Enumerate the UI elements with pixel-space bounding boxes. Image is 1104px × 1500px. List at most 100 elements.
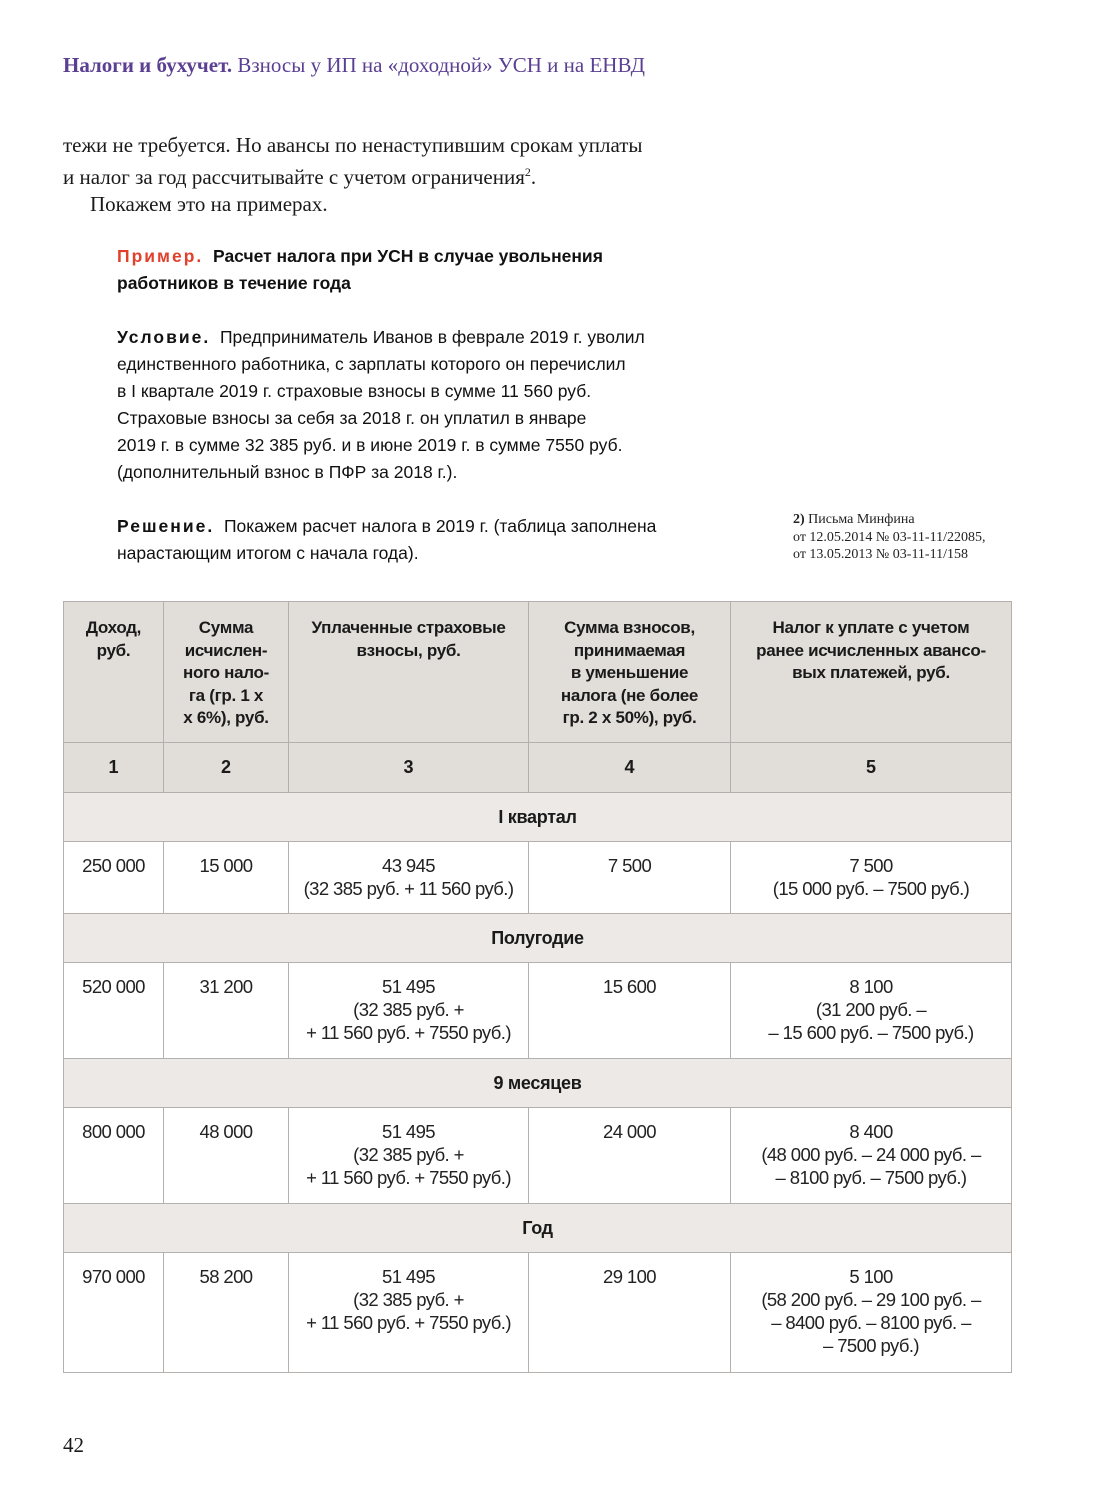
cell-line: 8 400 (849, 1121, 893, 1142)
cell-line: 51 495 (382, 976, 436, 997)
footnote-line: от 12.05.2014 № 03-11-11/22085, (793, 529, 986, 545)
solution-line: нарастающим итогом с начала года). (117, 543, 419, 563)
tax-calculation-table: Доход, руб. Сумма исчислен-ного нало-га (гр… (63, 601, 1012, 1373)
table-cell: 5 100 (58 200 руб. – 29 100 руб. – – 8400 … (730, 1252, 1012, 1373)
period-title: I квартал (63, 792, 1012, 842)
cell-line: налога (не более (560, 685, 699, 705)
condition-label: Условие. (117, 327, 211, 347)
condition-line: (дополнительный взнос в ПФР за 2018 г.). (117, 462, 458, 482)
cell-line: х 6%), руб. (183, 708, 269, 727)
table-cell: 31 200 (163, 962, 289, 1059)
column-header: Уплаченные страховые взносы, руб. (288, 601, 529, 743)
cell-line: 7 500 (607, 855, 652, 876)
table-cell: 43 945 (32 385 руб. + 11 560 руб.) (288, 841, 529, 914)
cell-line: 29 100 (603, 1266, 657, 1287)
cell-line: 520 000 (82, 976, 145, 997)
condition-line: Страховые взносы за себя за 2018 г. он у… (117, 408, 587, 428)
cell-line: + 11 560 руб. + 7550 руб.) (306, 1022, 511, 1043)
cell-line: вых платежей, руб. (792, 663, 950, 682)
column-number: 4 (528, 742, 731, 793)
footnote-number: 2) (793, 512, 805, 527)
cell-line: ранее исчисленных авансо- (756, 640, 986, 660)
column-header: Сумма исчислен-ного нало-га (гр. 1 х х 6%)… (163, 601, 289, 743)
body-line: и налог за год рассчитывайте с учетом ог… (63, 159, 643, 191)
body-line: тежи не требуется. Но авансы по ненаступ… (63, 133, 643, 157)
cell-line: – 15 600 руб. – 7500 руб.) (768, 1022, 974, 1043)
column-number: 1 (63, 742, 164, 793)
cell-line: 31 200 (199, 976, 254, 997)
cell-line: руб. (96, 640, 131, 660)
column-header: Налог к уплате с учетом ранее исчисленных… (730, 601, 1012, 743)
period-title: 9 месяцев (63, 1058, 1012, 1108)
cell-line: 51 495 (382, 1121, 436, 1142)
cell-line: 48 000 (199, 1121, 254, 1142)
cell-line: 24 000 (603, 1121, 657, 1142)
cell-line: 51 495 (382, 1266, 436, 1287)
cell-line: ного нало- (183, 663, 269, 682)
table-cell: 29 100 (528, 1252, 731, 1373)
running-header-section: Налоги и бухучет. (63, 53, 233, 77)
column-header: Доход, руб. (63, 601, 164, 743)
cell-line: + 11 560 руб. + 7550 руб.) (306, 1312, 511, 1333)
cell-line: (48 000 руб. – 24 000 руб. – (761, 1144, 981, 1165)
table-cell: 970 000 (63, 1252, 164, 1373)
table-cell: 51 495 (32 385 руб. + + 11 560 руб. + 7550… (288, 962, 529, 1059)
table-cell: 520 000 (63, 962, 164, 1059)
table-cell: 250 000 (63, 841, 164, 914)
cell-line: (31 200 руб. – (815, 999, 927, 1020)
column-number: 5 (730, 742, 1012, 793)
cell-line: – 8400 руб. – 8100 руб. – (771, 1312, 971, 1333)
footnote: 2) Письма Минфина от 12.05.2014 № 03-11-… (793, 511, 985, 564)
example-title: Пример. Расчет налога при УСН в случае у… (117, 243, 677, 297)
cell-line: (32 385 руб. + (353, 1289, 464, 1310)
cell-line: гр. 2 х 50%), руб. (562, 708, 697, 727)
cell-line: Сумма взносов, (564, 618, 695, 637)
cell-line: (32 385 руб. + (353, 1144, 464, 1165)
cell-line: га (гр. 1 х (188, 685, 264, 705)
cell-line: Сумма (198, 618, 254, 637)
body-line: Покажем это на примерах. (90, 192, 328, 216)
condition-line: в I квартале 2019 г. страховые взносы в … (117, 381, 592, 401)
solution-label: Решение. (117, 516, 215, 536)
table-cell: 15 600 (528, 962, 731, 1059)
example-heading: Расчет налога при УСН в случае увольнени… (117, 246, 603, 293)
table-cell: 7 500 (15 000 руб. – 7500 руб.) (730, 841, 1012, 914)
table-cell: 15 000 (163, 841, 289, 914)
period-row: Полугодие (63, 913, 1012, 963)
cell-line: – 7500 руб.) (823, 1335, 920, 1356)
cell-line: 8 100 (849, 976, 893, 997)
cell-line: в уменьшение (570, 663, 689, 682)
cell-line: 7 500 (849, 855, 893, 876)
table-header-row: Доход, руб. Сумма исчислен-ного нало-га (гр… (63, 601, 1012, 743)
page-number: 42 (63, 1433, 84, 1457)
condition-line: единственного работника, с зарплаты кото… (117, 354, 626, 374)
table-cell: 7 500 (528, 841, 731, 914)
cell-line: 800 000 (82, 1121, 145, 1142)
cell-line: 58 200 (199, 1266, 254, 1287)
table-row: 520 000 31 200 51 495 (32 385 руб. + + 11 56… (63, 962, 1012, 1059)
footnote-line: от 13.05.2013 № 03-11-11/158 (793, 547, 968, 562)
period-title: Полугодие (63, 913, 1012, 963)
cell-line: (32 385 руб. + (353, 999, 464, 1020)
cell-line: Налог к уплате с учетом (772, 618, 970, 637)
cell-line: Уплаченные страховые (311, 618, 506, 637)
example-label: Пример. (117, 246, 204, 266)
column-header: Сумма взносов, принимаемая в уменьшение нал… (528, 601, 731, 743)
condition-line: 2019 г. в сумме 32 385 руб. и в июне 201… (117, 435, 623, 455)
table-cell: 8 400 (48 000 руб. – 24 000 руб. – – 8100 … (730, 1107, 1012, 1204)
table-row: 970 000 58 200 51 495 (32 385 руб. + + 11 56… (63, 1252, 1012, 1373)
cell-line: взносы, руб. (356, 640, 461, 660)
cell-line: 43 945 (382, 855, 436, 876)
cell-line: 15 600 (603, 976, 657, 997)
period-row: Год (63, 1203, 1012, 1253)
table-cell: 800 000 (63, 1107, 164, 1204)
footnote-ref[interactable]: 2 (524, 165, 531, 179)
table-cell: 51 495 (32 385 руб. + + 11 560 руб. + 7550… (288, 1107, 529, 1204)
cell-line: 5 100 (849, 1266, 893, 1287)
example-solution: Решение. Покажем расчет налога в 2019 г.… (117, 513, 656, 567)
cell-line: исчислен- (184, 640, 268, 660)
footnote-line: Письма Минфина (808, 512, 915, 527)
table-cell: 24 000 (528, 1107, 731, 1204)
